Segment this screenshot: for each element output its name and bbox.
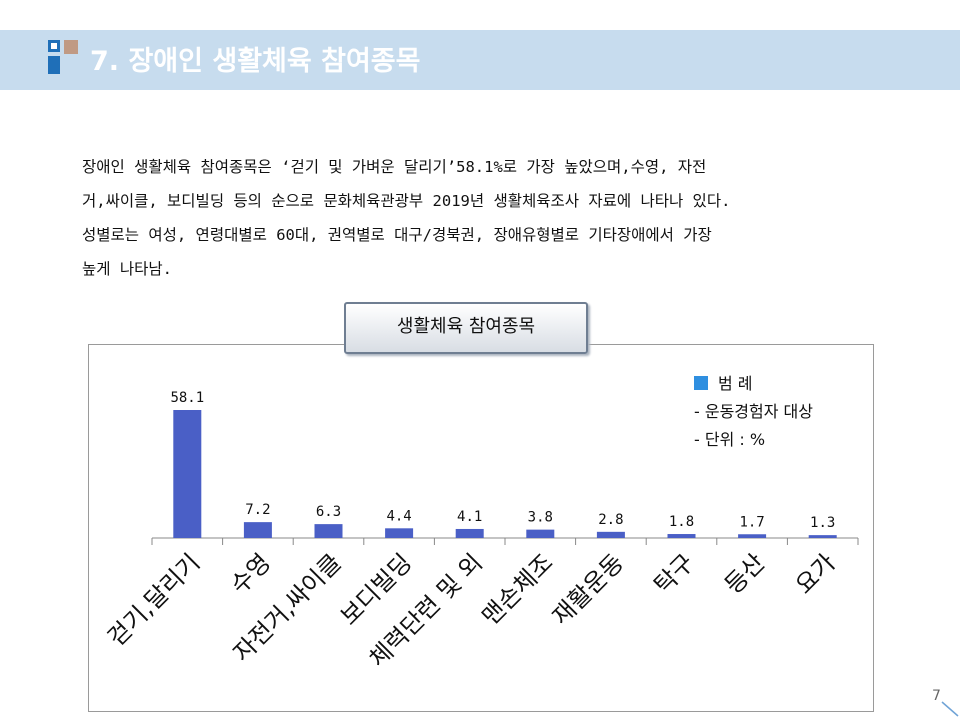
data-label: 58.1: [170, 390, 204, 406]
bar: [455, 528, 484, 538]
bar: [173, 410, 202, 538]
page-number: 7: [932, 688, 941, 704]
legend-note-unit: - 단위 : %: [694, 430, 766, 449]
category-label: 요가: [790, 548, 841, 599]
data-label: 2.8: [598, 512, 623, 528]
bar: [738, 534, 767, 538]
bar: [667, 534, 696, 538]
legend-swatch: [694, 376, 708, 390]
legend-title-row: 범 례: [694, 370, 813, 398]
category-label: 등산: [719, 548, 770, 599]
header-band: [0, 30, 960, 90]
data-label: 1.3: [810, 515, 835, 531]
bar: [808, 535, 837, 538]
chart-legend: 범 례 - 운동경험자 대상 - 단위 : %: [694, 370, 813, 454]
corner-line-icon: [941, 701, 959, 717]
data-label: 3.8: [528, 510, 553, 526]
data-label: 7.2: [245, 502, 270, 518]
legend-title: 범 례: [718, 374, 753, 393]
category-label: 수영: [225, 548, 276, 599]
body-line: 장애인 생활체육 참여종목은 ‘걷기 및 가벼운 달리기’58.1%로 가장 높…: [82, 158, 707, 176]
bar: [526, 529, 555, 538]
body-line: 거,싸이클, 보디빌딩 등의 순으로 문화체육관광부 2019년 생활체육조사 …: [82, 192, 731, 210]
body-line: 높게 나타남.: [82, 260, 172, 278]
category-label: 맨손체조: [476, 548, 558, 630]
data-label: 1.8: [669, 514, 694, 530]
bar: [243, 522, 272, 538]
category-label: 재활운동: [547, 548, 629, 630]
category-label: 걷기,달리기: [102, 548, 205, 651]
category-label: 탁구: [649, 548, 700, 599]
page-title: 7. 장애인 생활체육 참여종목: [90, 46, 421, 77]
chart-title: 생활체육 참여종목: [344, 302, 588, 354]
legend-note-subject: - 운동경험자 대상: [694, 402, 813, 421]
data-label: 1.7: [739, 514, 764, 530]
data-label: 4.1: [457, 509, 482, 525]
bar: [314, 524, 343, 538]
data-label: 6.3: [316, 504, 341, 520]
body-paragraph: 장애인 생활체육 참여종목은 ‘걷기 및 가벼운 달리기’58.1%로 가장 높…: [82, 150, 902, 286]
bar: [385, 528, 414, 538]
chart-frame: [88, 344, 874, 712]
data-label: 4.4: [386, 508, 411, 524]
logo-icon: [48, 40, 82, 76]
bar: [596, 531, 625, 538]
body-line: 성별로는 여성, 연령대별로 60대, 권역별로 대구/경북권, 장애유형별로 …: [82, 226, 712, 244]
